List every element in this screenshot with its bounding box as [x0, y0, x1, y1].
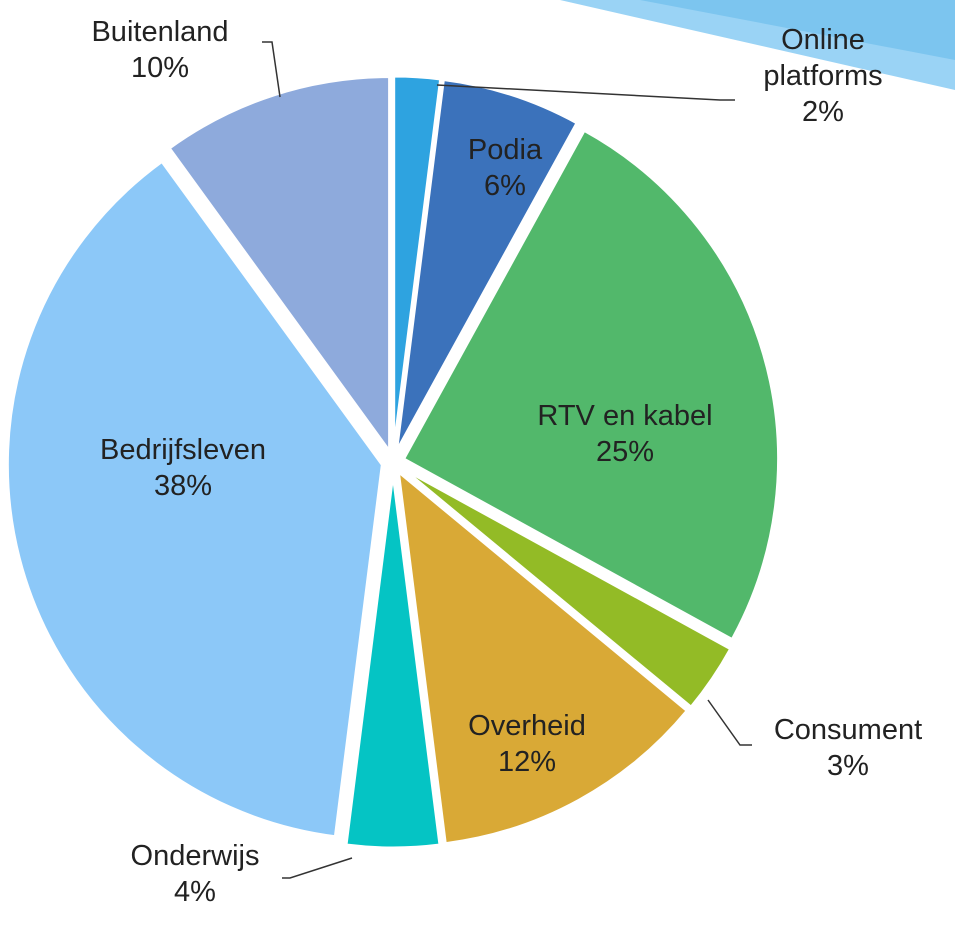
category-label: Buitenland — [91, 16, 229, 48]
value-label: 38% — [153, 470, 213, 502]
leader-line — [436, 84, 735, 101]
category-label: Consument — [773, 714, 923, 746]
slice-label: Buitenland 10% — [50, 14, 270, 86]
category-label: Online platforms — [763, 24, 883, 92]
value-label: 12% — [497, 746, 557, 778]
value-label: 4% — [174, 876, 216, 908]
pie — [5, 74, 781, 850]
slice-label: Consument 3% — [738, 712, 955, 784]
value-label: 3% — [827, 750, 869, 782]
slice-label: Overheid 12% — [427, 708, 627, 780]
slice-label: Bedrijfsleven 38% — [53, 432, 313, 504]
slice-label: Podia 6% — [435, 132, 575, 204]
category-label: Onderwijs — [130, 840, 260, 872]
pie-slice — [5, 159, 384, 839]
slice-label: Online platforms 2% — [748, 22, 898, 130]
slice-label: RTV en kabel 25% — [495, 398, 755, 470]
category-label: Overheid — [468, 710, 586, 742]
pie-slice — [401, 466, 733, 710]
value-label: 6% — [484, 170, 526, 202]
value-label: 2% — [802, 96, 844, 128]
leader-line — [262, 41, 281, 98]
value-label: 10% — [130, 52, 190, 84]
leader-line — [707, 699, 752, 746]
pie-slice — [396, 468, 690, 846]
category-label: RTV en kabel — [537, 400, 713, 432]
pie-slice — [401, 128, 781, 642]
leader-line — [282, 857, 353, 879]
pie-slice — [394, 77, 580, 453]
slice-label: Onderwijs 4% — [95, 838, 295, 910]
pie-slice — [167, 75, 392, 457]
decoration — [640, 0, 955, 60]
pie-slice — [392, 74, 443, 452]
pie-slice — [344, 472, 442, 850]
category-label: Podia — [467, 134, 543, 166]
category-label: Bedrijfsleven — [99, 434, 267, 466]
value-label: 25% — [595, 436, 655, 468]
